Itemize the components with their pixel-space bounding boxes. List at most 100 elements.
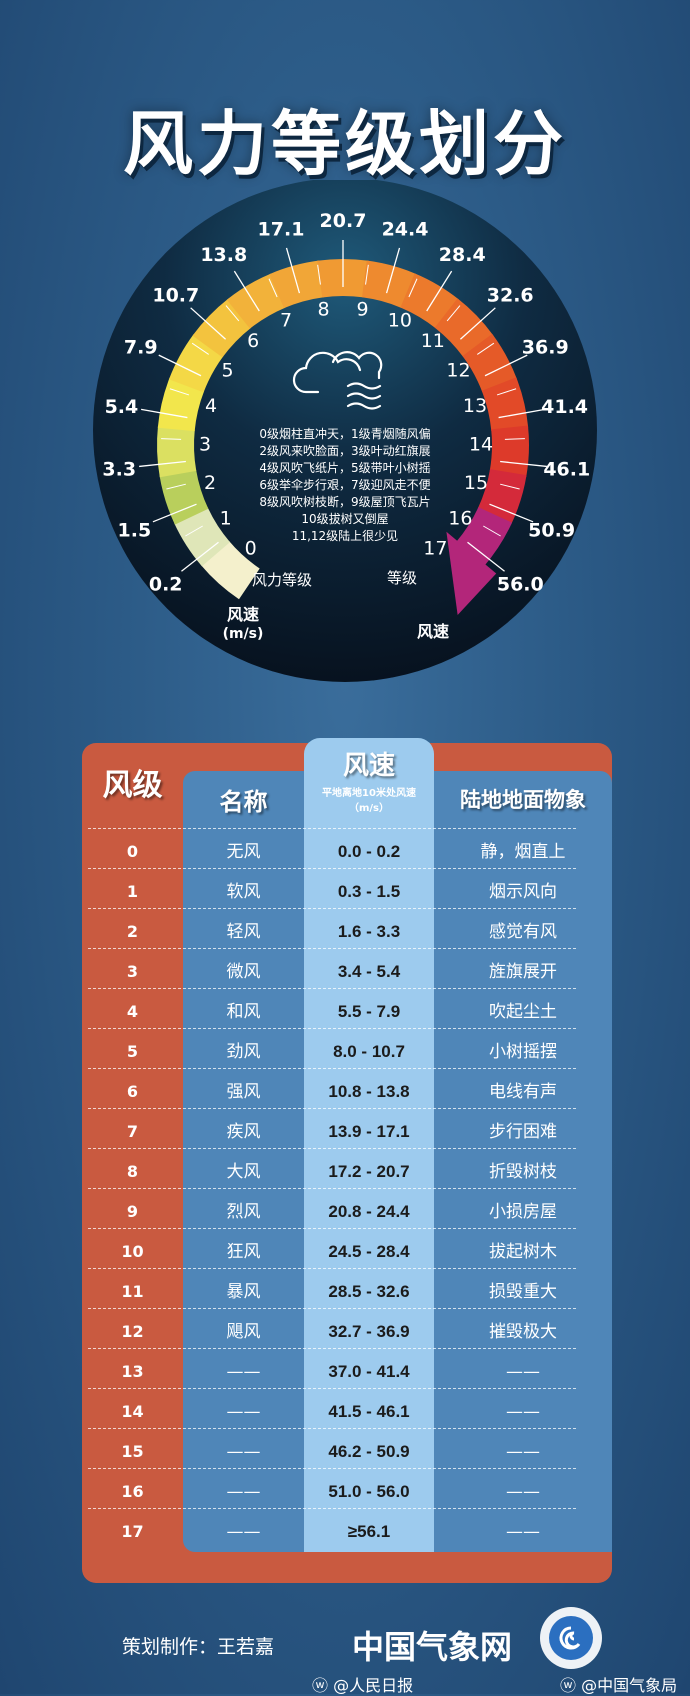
speed-label: 1.5 xyxy=(118,519,152,541)
speed-cell: 28.5 - 32.6 xyxy=(328,1282,410,1301)
row-divider xyxy=(88,908,576,909)
table-row: 3 微风 3.4 - 5.4 旌旗展开 xyxy=(82,952,612,992)
speed-cell: 32.7 - 36.9 xyxy=(328,1322,410,1341)
speed-cell: 17.2 - 20.7 xyxy=(328,1162,410,1181)
land-cell: 感觉有风 xyxy=(489,922,557,942)
minor-tick xyxy=(166,483,186,490)
table-row: 9 烈风 20.8 - 24.4 小损房屋 xyxy=(82,1192,612,1232)
gauge-arc-segment-14 xyxy=(481,377,529,431)
speed-cell: 3.4 - 5.4 xyxy=(337,962,401,981)
minor-tick xyxy=(225,305,240,322)
speed-cell: 51.0 - 56.0 xyxy=(328,1482,410,1501)
level-cell: 6 xyxy=(126,1082,139,1101)
credit: 策划制作：王若嘉 xyxy=(122,1636,275,1658)
major-tick xyxy=(139,460,186,468)
level-cell: 9 xyxy=(126,1202,139,1221)
land-cell: 静，烟直上 xyxy=(480,842,566,862)
level-cell: 8 xyxy=(126,1162,139,1181)
minor-tick xyxy=(408,278,418,298)
level-label: 0 xyxy=(245,538,257,560)
land-cell: 吹起尘土 xyxy=(489,1002,557,1022)
weibo-handle-cma[interactable]: ⓦ @中国气象局 xyxy=(560,1672,677,1696)
weibo-icon: ⓦ xyxy=(312,1676,334,1695)
gauge-arc-segment-1 xyxy=(174,507,230,567)
row-divider xyxy=(88,1308,576,1309)
row-divider xyxy=(88,1148,576,1149)
speed-cell: 0.3 - 1.5 xyxy=(337,882,401,901)
table-row: 17 —— ≥56.1 —— xyxy=(82,1512,612,1552)
speed-cell: 10.8 - 13.8 xyxy=(328,1082,410,1101)
land-cell: 拔起树木 xyxy=(489,1242,557,1262)
speed-label: 50.9 xyxy=(528,519,575,541)
row-divider xyxy=(88,828,576,829)
land-cell: —— xyxy=(506,1402,540,1422)
level-cell: 0 xyxy=(126,842,139,861)
level-cell: 12 xyxy=(121,1322,144,1341)
wind-rhyme: 0级烟柱直冲天，1级青烟随风偏 2级风来吹脸面，3级叶动红旗展 4级风吹飞纸片，5级… xyxy=(259,426,430,543)
gauge-arc-segment-15 xyxy=(489,425,529,478)
speed-cell: 37.0 - 41.4 xyxy=(328,1362,410,1381)
level-label: 1 xyxy=(220,508,232,530)
row-divider xyxy=(88,1268,576,1269)
major-tick xyxy=(181,541,219,572)
name-cell: —— xyxy=(226,1362,261,1382)
rhyme-line: 8级风吹树枝断，9级屋顶飞瓦片 xyxy=(259,494,430,509)
name-cell: 飓风 xyxy=(226,1322,261,1342)
speed-label: 13.8 xyxy=(200,244,247,266)
row-divider xyxy=(88,1428,576,1429)
level-cell: 1 xyxy=(126,882,139,901)
row-divider xyxy=(88,1228,576,1229)
gauge-arc-segment-3 xyxy=(157,425,197,478)
row-divider xyxy=(88,1508,576,1509)
table-row: 5 劲风 8.0 - 10.7 小树摇摆 xyxy=(82,1032,612,1072)
table-row: 11 暴风 28.5 - 32.6 损毁重大 xyxy=(82,1272,612,1312)
speed-label: 0.2 xyxy=(149,574,183,596)
level-label: 2 xyxy=(204,472,216,494)
level-cell: 5 xyxy=(126,1042,139,1061)
gauge-arc-segment-2 xyxy=(159,469,209,525)
header-name: 名称 xyxy=(219,788,268,816)
minor-tick xyxy=(500,483,520,490)
table-row: 1 软风 0.3 - 1.5 烟示风向 xyxy=(82,872,612,912)
name-cell: 轻风 xyxy=(226,922,261,942)
minor-tick xyxy=(185,525,203,537)
table-row: 10 狂风 24.5 - 28.4 拔起树木 xyxy=(82,1232,612,1272)
minor-tick xyxy=(483,525,501,537)
land-cell: —— xyxy=(506,1522,540,1542)
row-divider xyxy=(88,948,576,949)
level-label: 15 xyxy=(464,472,488,494)
minor-tick xyxy=(169,388,190,396)
weibo-icon: ⓦ xyxy=(560,1676,582,1695)
row-divider xyxy=(88,1108,576,1109)
speed-cell: 41.5 - 46.1 xyxy=(328,1402,410,1421)
row-divider xyxy=(88,1468,576,1469)
gauge-arc-segment-11 xyxy=(400,273,460,329)
table-row: 4 和风 5.5 - 7.9 吹起尘土 xyxy=(82,992,612,1032)
land-cell: 损毁重大 xyxy=(489,1282,557,1302)
speed-label: 46.1 xyxy=(543,459,590,481)
land-cell: —— xyxy=(506,1362,540,1382)
major-tick xyxy=(498,408,545,419)
speed-label: 36.9 xyxy=(522,336,569,358)
minor-tick xyxy=(161,438,182,440)
major-tick xyxy=(467,541,505,572)
minor-tick xyxy=(317,264,321,285)
minor-tick xyxy=(496,388,517,396)
land-cell: 旌旗展开 xyxy=(489,962,557,982)
level-cell: 17 xyxy=(121,1522,144,1541)
level-label: 7 xyxy=(280,309,292,331)
row-divider xyxy=(88,868,576,869)
gauge-arc-segment-17 xyxy=(456,507,513,567)
table-row: 6 强风 10.8 - 13.8 电线有声 xyxy=(82,1072,612,1112)
minor-tick xyxy=(191,342,209,355)
header-speed-unit: （m/s） xyxy=(348,803,390,814)
level-cell: 15 xyxy=(121,1442,144,1461)
weibo-handle-peoples-daily[interactable]: ⓦ @人民日报 xyxy=(312,1672,413,1696)
gauge-arrow xyxy=(446,531,497,615)
name-cell: —— xyxy=(226,1522,261,1542)
major-tick xyxy=(489,503,534,523)
name-cell: 疾风 xyxy=(226,1122,261,1142)
name-cell: 狂风 xyxy=(226,1242,261,1262)
level-label: 4 xyxy=(205,395,217,417)
brand-name: 中国气象网 xyxy=(352,1628,513,1666)
